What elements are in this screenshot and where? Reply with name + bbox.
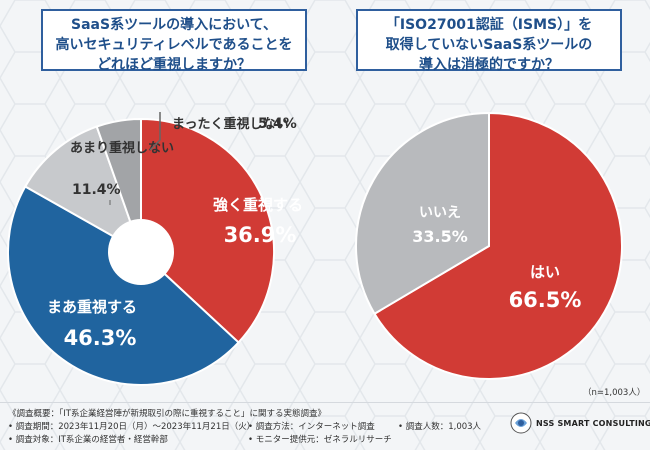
logo-icon <box>510 412 532 434</box>
slice-not-important <box>95 117 142 253</box>
slice-no <box>355 111 490 316</box>
company-logo: NSS SMART CONSULTING <box>510 412 650 434</box>
survey-target: • 調査対象：IT系企業の経営者・経営幹部 <box>8 435 168 445</box>
question-left-line-2: 高いセキュリティレベルであることを <box>55 37 293 53</box>
question-left-box: SaaS系ツールの導入において、 高いセキュリティレベルであることを どれほど重… <box>41 9 307 73</box>
chart-labels: 強く重視する 36.9% まあ重視する 46.3% あまり重視しない 11.4%… <box>47 116 581 350</box>
donut-hole <box>108 219 174 285</box>
question-right-line-3: 導入は消極的ですか？ <box>419 57 559 73</box>
slice-somewhat-important <box>7 185 240 386</box>
survey-overview: 《調査概要：「IT系企業経営陣が新規取引の際に重視すること」に関する実態調査》 <box>8 409 326 419</box>
pie-chart-security-importance <box>7 117 275 386</box>
survey-monitor: • モニター提供元：ゼネラルリサーチ <box>248 435 392 445</box>
question-right-box: 「ISO27001認証（ISMS）」を 取得していないSaaS系ツールの 導入は… <box>356 9 622 73</box>
slice-value-not-very-important: 11.4% <box>72 182 121 198</box>
pie-chart-iso-certification <box>355 111 623 380</box>
slice-value-no: 33.5% <box>412 227 468 246</box>
slice-strongly-important <box>140 117 275 344</box>
slice-value-somewhat-important: 46.3% <box>64 326 137 350</box>
question-right-line-1: 「ISO27001認証（ISMS）」を <box>385 17 593 33</box>
pie-charts: 強く重視する 36.9% まあ重視する 46.3% あまり重視しない 11.4%… <box>7 111 623 386</box>
survey-count: • 調査人数：1,003人 <box>398 422 482 432</box>
slice-label-not-very-important: あまり重視しない <box>70 140 174 156</box>
footer-divider <box>0 402 650 403</box>
question-left-line-3: どれほど重視しますか？ <box>97 57 251 73</box>
question-left-line-1: SaaS系ツールの導入において、 <box>71 17 277 33</box>
survey-period: • 調査期間：2023年11月20日（月）〜2023年11月21日（火） <box>8 422 256 432</box>
slice-label-yes: はい <box>530 263 560 281</box>
slice-value-not-important: 5.4% <box>258 116 297 132</box>
slice-not-very-important <box>23 125 143 255</box>
leader-line-not-important <box>149 112 161 151</box>
slice-label-no: いいえ <box>419 205 461 221</box>
survey-method: • 調査方法：インターネット調査 <box>248 422 375 432</box>
slice-label-strongly-important: 強く重視する <box>213 196 303 214</box>
slice-label-not-important: まったく重視しない <box>172 116 288 132</box>
question-right-line-2: 取得していないSaaS系ツールの <box>385 37 593 53</box>
logo-text: NSS SMART CONSULTING <box>536 418 650 428</box>
slice-value-strongly-important: 36.9% <box>224 223 297 247</box>
sample-size-note: （n=1,003人） <box>583 388 646 398</box>
slice-yes <box>373 111 623 380</box>
slice-value-yes: 66.5% <box>509 288 582 312</box>
slice-label-somewhat-important: まあ重視する <box>47 298 137 316</box>
